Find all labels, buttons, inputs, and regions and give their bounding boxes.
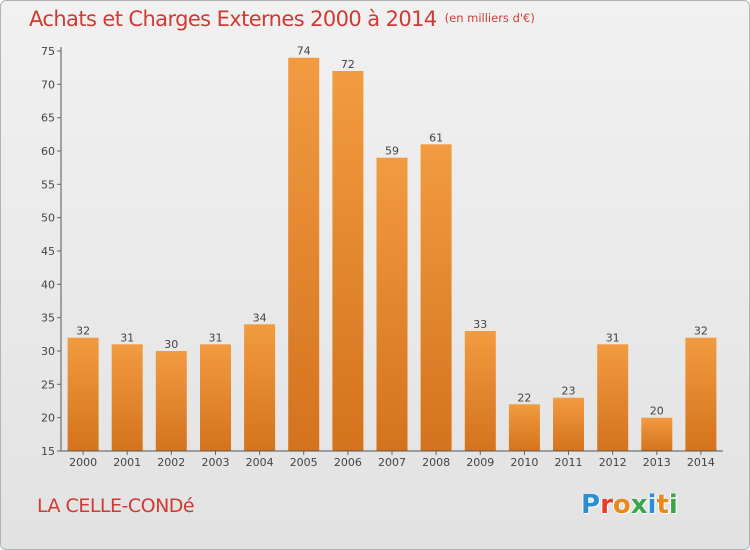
x-tick-label-2008: 2008: [422, 456, 450, 469]
y-tick-label-55: 55: [41, 178, 55, 191]
logo-letter: o: [612, 490, 631, 520]
y-tick-label-70: 70: [41, 78, 55, 91]
bar-2012: [597, 344, 629, 451]
chart-unit-label: (en milliers d'€): [444, 11, 535, 25]
y-tick-label-50: 50: [41, 212, 55, 225]
bar-2003: [200, 344, 231, 451]
value-label-2005: 74: [297, 45, 311, 58]
x-tick-label-2014: 2014: [687, 456, 715, 469]
x-tick-label-2004: 2004: [246, 456, 274, 469]
logo-letter: i: [668, 490, 678, 520]
value-label-2008: 61: [429, 131, 443, 144]
value-label-2004: 34: [253, 311, 267, 324]
logo-letter: t: [656, 490, 669, 520]
logo-letter: x: [630, 490, 648, 520]
x-tick-label-2005: 2005: [290, 456, 318, 469]
bar-2008: [420, 144, 452, 452]
y-tick-label-20: 20: [41, 412, 55, 425]
value-label-2006: 72: [341, 58, 355, 71]
bars-layer: 32 31 30 31 34 74 72 59 61 33 22 23 31 20 32: [67, 45, 717, 452]
logo-letter: i: [647, 490, 657, 520]
commune-name: LA CELLE-CONDé: [37, 495, 195, 517]
value-label-2000: 32: [76, 325, 90, 338]
bar-2004: [244, 324, 276, 451]
x-tick-label-2010: 2010: [510, 456, 538, 469]
value-label-2007: 59: [385, 145, 399, 158]
y-tick-label-45: 45: [41, 245, 55, 258]
x-tick-label-2001: 2001: [113, 456, 141, 469]
bar-2007: [376, 157, 408, 451]
value-label-2011: 23: [562, 385, 576, 398]
value-label-2014: 32: [694, 325, 708, 338]
chart-title: Achats et Charges Externes 2000 à 2014: [29, 7, 437, 31]
bar-2009: [464, 331, 496, 451]
bar-2014: [685, 337, 717, 451]
x-tick-label-2009: 2009: [466, 456, 494, 469]
title-row: Achats et Charges Externes 2000 à 2014 (e…: [29, 7, 535, 31]
value-label-2013: 20: [650, 405, 664, 418]
value-label-2010: 22: [517, 391, 531, 404]
y-tick-label-30: 30: [41, 345, 55, 358]
y-tick-label-75: 75: [41, 45, 55, 58]
logo-letter: P: [581, 490, 601, 520]
y-tick-label-60: 60: [41, 145, 55, 158]
logo-letter: r: [600, 490, 613, 520]
x-tick-label-2013: 2013: [643, 456, 671, 469]
y-tick-label-15: 15: [41, 445, 55, 458]
x-tick-label-2011: 2011: [555, 456, 583, 469]
x-tick-label-2002: 2002: [157, 456, 185, 469]
value-label-2001: 31: [120, 331, 134, 344]
bar-2002: [155, 351, 187, 451]
bar-2006: [332, 71, 364, 451]
bar-2011: [553, 397, 584, 451]
bar-2000: [67, 337, 99, 451]
value-label-2003: 31: [209, 331, 223, 344]
value-label-2012: 31: [606, 331, 620, 344]
y-tick-label-65: 65: [41, 112, 55, 125]
value-label-2009: 33: [473, 318, 487, 331]
bar-2001: [111, 344, 143, 451]
x-tick-label-2007: 2007: [378, 456, 406, 469]
bar-2005: [288, 57, 320, 451]
x-tick-label-2000: 2000: [69, 456, 97, 469]
bar-2013: [641, 417, 673, 451]
x-tick-label-2003: 2003: [202, 456, 230, 469]
proxiti-logo[interactable]: Proxiti: [581, 490, 678, 520]
bar-2010: [508, 404, 540, 451]
y-tick-label-35: 35: [41, 312, 55, 325]
y-tick-label-25: 25: [41, 378, 55, 391]
x-tick-label-2012: 2012: [599, 456, 627, 469]
value-label-2002: 30: [164, 338, 178, 351]
x-tick-label-2006: 2006: [334, 456, 362, 469]
axes-layer: 2000 2001 2002 2003 2004 2005 2006 2007 2008 2009…: [41, 45, 723, 469]
y-tick-label-40: 40: [41, 278, 55, 291]
